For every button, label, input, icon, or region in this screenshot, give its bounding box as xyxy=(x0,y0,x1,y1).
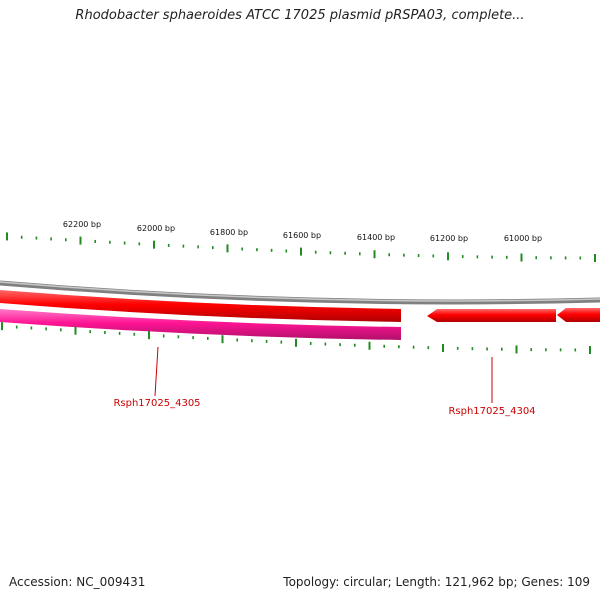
scale-label: 61200 bp xyxy=(430,234,468,243)
scale-label: 61400 bp xyxy=(357,233,395,242)
genome-backbone-highlight xyxy=(0,281,600,302)
genome-summary-text: Topology: circular; Length: 121,962 bp; … xyxy=(283,575,590,589)
outer-scale-ticks xyxy=(6,232,596,262)
map-title: Rhodobacter sphaeroides ATCC 17025 plasm… xyxy=(75,8,525,23)
gene-label[interactable]: Rsph17025_4305 xyxy=(113,398,200,409)
scale-label: 61000 bp xyxy=(504,234,542,243)
scale-label: 62000 bp xyxy=(137,224,175,233)
accession-text: Accession: NC_009431 xyxy=(9,575,146,589)
scale-label: 62200 bp xyxy=(63,220,101,229)
scale-label: 61800 bp xyxy=(210,228,248,237)
gene-forward-strand-arrow[interactable] xyxy=(557,308,600,322)
gene-rsph17025-4304[interactable] xyxy=(427,309,556,322)
scale-labels: 62200 bp 62000 bp 61800 bp 61600 bp 6140… xyxy=(63,220,542,243)
genome-backbone xyxy=(0,280,600,305)
gene-forward-strand-band[interactable] xyxy=(0,290,401,322)
inner-scale-ticks xyxy=(1,322,591,354)
gene-label-leader xyxy=(154,346,159,397)
gene-label[interactable]: Rsph17025_4304 xyxy=(448,406,535,417)
scale-label: 61600 bp xyxy=(283,231,321,240)
gene-rsph17025-4305[interactable] xyxy=(0,309,401,340)
